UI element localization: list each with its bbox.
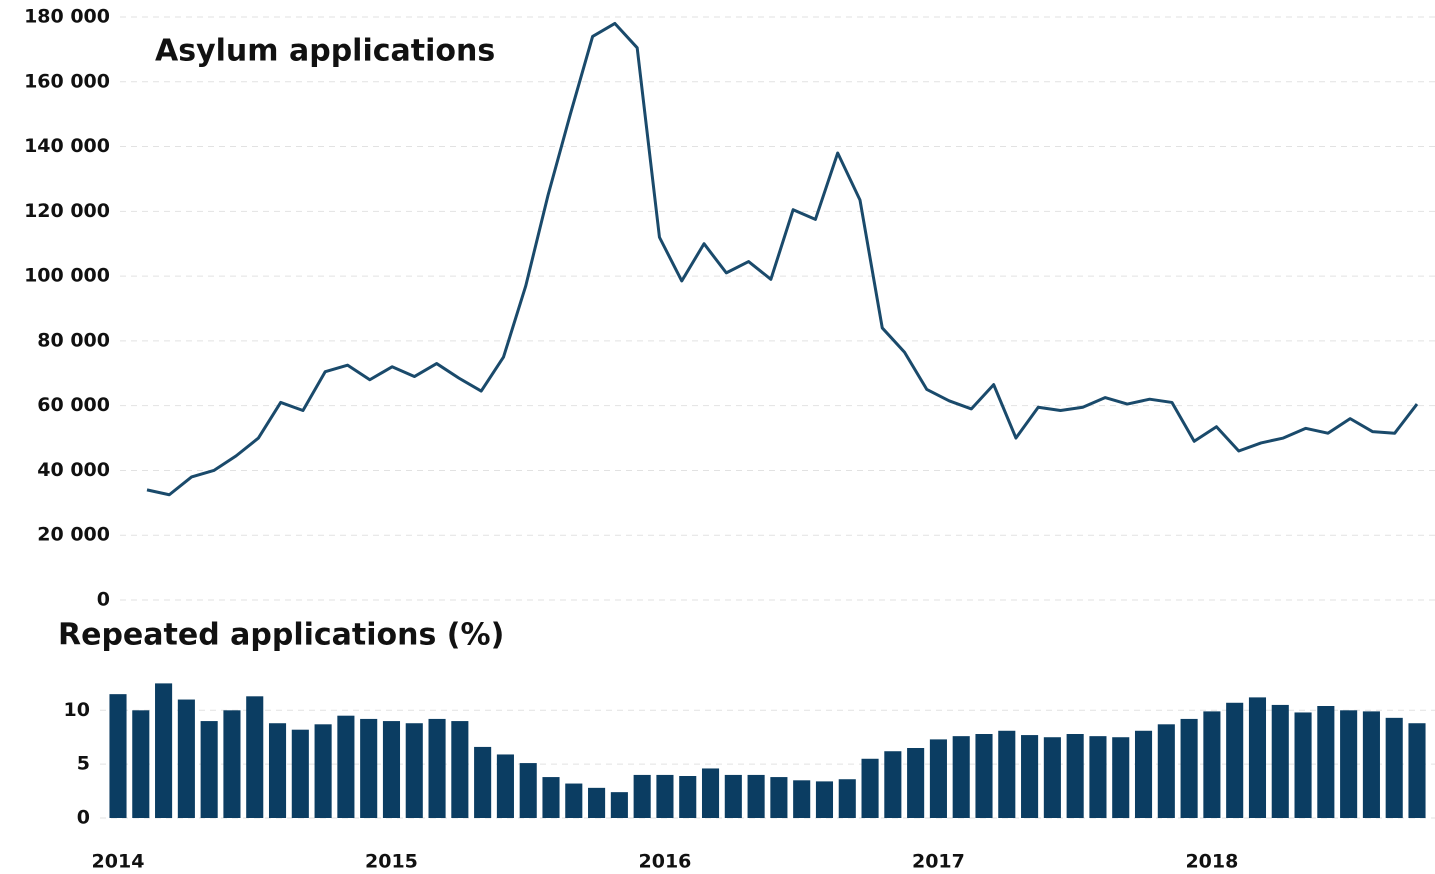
bar [770,777,788,818]
bar [610,792,628,818]
x-tick-label: 2016 [639,851,692,873]
bar [155,683,173,818]
bar [223,710,241,818]
y-tick-label: 20 000 [37,524,110,546]
bar [975,734,993,818]
bar [1317,706,1335,818]
line [146,21,1419,497]
bar [656,774,674,818]
y-tick-label: 80 000 [37,329,110,351]
bar [1066,734,1084,818]
x-tick-label: 2017 [912,851,965,873]
bar [177,699,195,818]
bar [1180,718,1198,818]
bar [998,730,1016,818]
bar [474,746,492,818]
bar [565,783,583,818]
bar [747,774,765,818]
bar [496,754,514,818]
y-tick-label: 100 000 [24,265,110,287]
bar [1248,697,1267,818]
bar [132,710,150,818]
bar [1294,712,1312,818]
bar [1043,737,1061,818]
bar [1362,711,1380,818]
bar [588,787,606,818]
bar [1385,717,1403,818]
bar [337,715,355,818]
bar [542,777,560,818]
bar [1112,737,1130,818]
bar [633,774,651,818]
bar [1089,736,1107,818]
bar [793,780,811,818]
bar [1271,704,1289,818]
y-tick-label: 160 000 [24,70,110,92]
bar [360,718,378,818]
bar [929,739,947,818]
y-tick-label: 140 000 [24,135,110,157]
y-tick-label: 0 [77,807,90,829]
y-tick-label: 120 000 [24,200,110,222]
bar [884,751,902,818]
bar [428,718,446,818]
y-tick-label: 5 [77,753,90,775]
bar [952,736,970,818]
chart-title: Repeated applications (%) [58,618,504,653]
y-tick-label: 10 [64,699,90,721]
y-tick-label: 180 000 [24,6,110,28]
bar [268,723,287,818]
bar [1203,711,1221,818]
bar [1340,710,1358,818]
x-tick-label: 2018 [1185,851,1238,873]
bar [405,723,423,818]
bar [1408,723,1426,818]
bar [724,774,742,818]
bar [838,779,856,818]
bar [1157,724,1175,818]
bar [1226,702,1244,818]
x-tick-label: 2015 [365,851,418,873]
bar [861,758,879,818]
y-tick-label: 60 000 [37,394,110,416]
bar [1021,735,1039,818]
bar [314,724,332,818]
bar [1134,730,1153,818]
y-tick-label: 0 [97,589,110,611]
bar [701,768,720,818]
bar [200,721,218,818]
x-tick-label: 2014 [92,851,145,873]
bar [291,729,309,818]
bar [907,748,925,818]
y-tick-label: 40 000 [37,459,110,481]
bar [382,721,401,818]
bar [451,721,469,818]
bar [519,763,537,818]
bar [246,696,264,818]
bar [815,781,834,818]
bar [109,694,127,818]
chart-title: Asylum applications [155,34,495,69]
bar [679,776,697,818]
